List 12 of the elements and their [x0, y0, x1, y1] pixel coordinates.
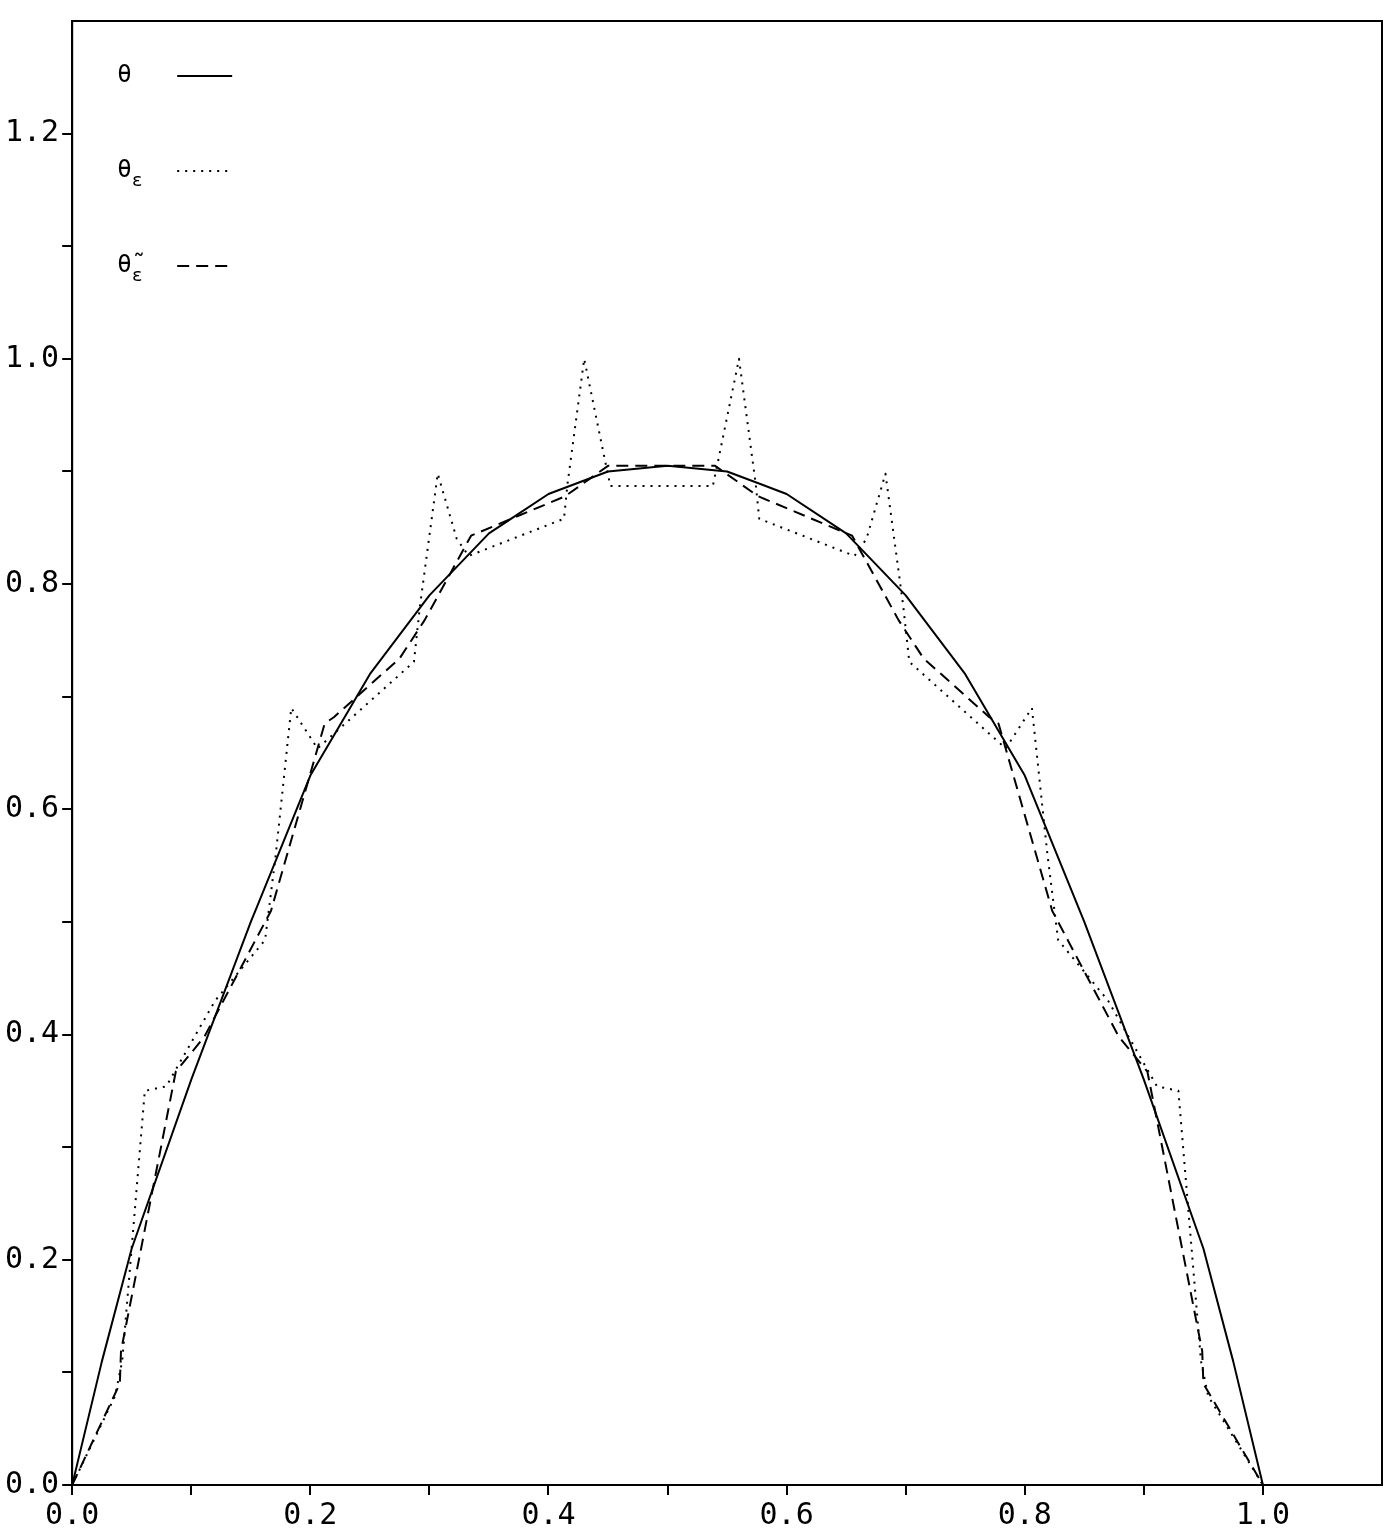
x-tick-label: 0.4: [521, 1495, 576, 1531]
y-tick-label: 0.4: [5, 1014, 60, 1050]
x-tick-label: 0.8: [997, 1495, 1052, 1531]
y-tick-label: 0.2: [5, 1239, 60, 1275]
x-tick-label: 0.6: [759, 1495, 814, 1531]
y-tick-label: 0.8: [5, 563, 60, 599]
y-tick-label: 1.2: [5, 113, 60, 149]
x-tick-label: 1.0: [1235, 1495, 1291, 1531]
legend-label: θ: [117, 60, 132, 89]
x-tick-label: 0.2: [283, 1495, 338, 1531]
y-tick-label: 1.0: [5, 338, 60, 374]
y-tick-label: 0.6: [5, 789, 60, 825]
